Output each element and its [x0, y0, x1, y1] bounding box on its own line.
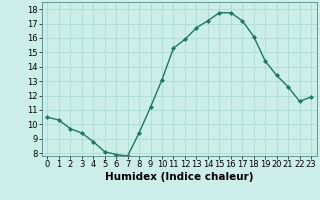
X-axis label: Humidex (Indice chaleur): Humidex (Indice chaleur) — [105, 172, 253, 182]
